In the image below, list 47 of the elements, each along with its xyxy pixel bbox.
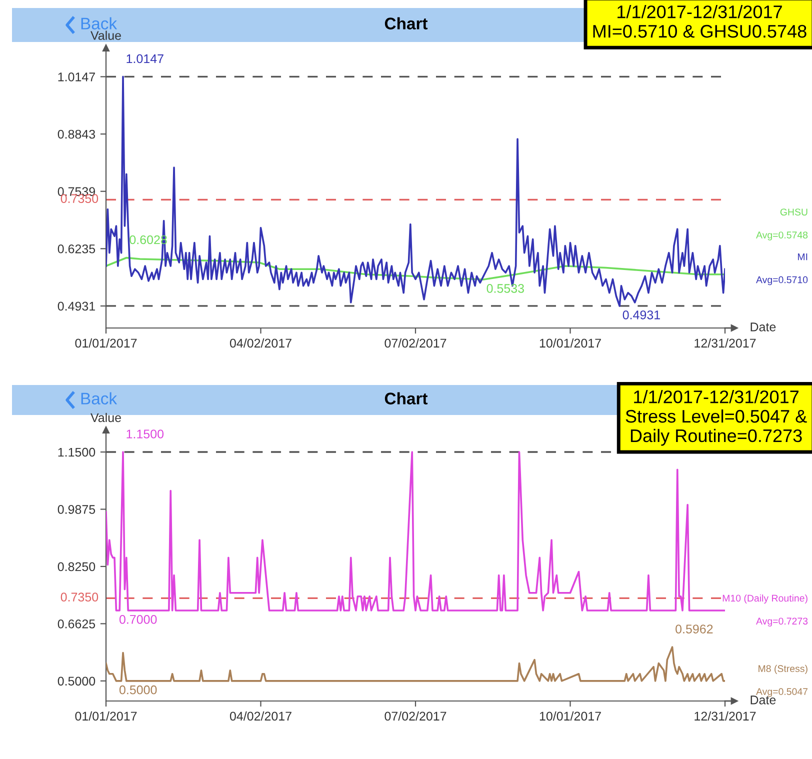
x-tick-label: 07/02/2017 (384, 711, 446, 721)
annotation: 0.5000 (119, 685, 157, 694)
x-tick-label: 04/02/2017 (230, 338, 292, 348)
annotation: 0.5962 (676, 624, 713, 634)
x-tick-label: 07/02/2017 (384, 338, 446, 348)
text: Avg=0.5748 (756, 232, 808, 240)
x-tick-label: 01/01/2017 (75, 338, 137, 348)
x-axis-title: Date (750, 322, 776, 332)
annotation: 1/1/2017-12/31/2017 Stress Level=0.5047 & Daily Routine=0.7273 (626, 390, 807, 446)
text: Avg=0.5710 (756, 276, 808, 286)
y-tick-label: 0.4931 (58, 302, 95, 311)
y-tick-label: 0.8843 (58, 130, 96, 139)
text: M8 (Stress) (758, 664, 808, 674)
text: MI (798, 253, 808, 260)
series-label: M10 (Daily Routine) (722, 594, 808, 604)
x-tick-label: 12/31/2017 (694, 338, 756, 348)
y-tick-label: 0.9875 (58, 505, 96, 514)
annotation: 1.1500 (126, 430, 164, 438)
ref-line-label: 0.7350 (60, 592, 98, 602)
y-tick-label: 0.5000 (58, 676, 96, 686)
text: Back (81, 17, 118, 30)
y-axis-title: Value (90, 30, 121, 40)
x-tick-label: 12/31/2017 (694, 711, 756, 721)
annotation: 0.4931 (622, 310, 660, 320)
y-tick-label: 0.6235 (58, 244, 96, 254)
text: Avg=0.5047 (756, 688, 808, 697)
annotation: 0.5533 (486, 284, 524, 293)
y-axis-title: Value (90, 412, 121, 422)
y-tick-label: 1.1500 (58, 448, 96, 457)
annotation: 0.7000 (119, 614, 157, 624)
text: 1/1/2017-12/31/2017 MI=0.5710 & GHSU0.5748 (593, 5, 806, 38)
y-tick-label: 0.8250 (58, 562, 96, 572)
text: Avg=0.7273 (756, 618, 808, 626)
y-tick-label: 0.6625 (58, 620, 96, 628)
chart-title: Chart (384, 392, 428, 404)
text: GHSU (780, 208, 808, 216)
y-tick-label: 1.0147 (58, 72, 95, 82)
text: Back (81, 392, 118, 404)
ref-line-label: 0.7350 (60, 194, 98, 204)
annotation: 1.0147 (126, 54, 164, 64)
y-tick-label: 0.7539 (58, 187, 95, 196)
x-axis-title: Date (750, 696, 776, 704)
chart-title: Chart (384, 17, 428, 30)
x-tick-label: 10/01/2017 (540, 711, 601, 721)
x-tick-label: 10/01/2017 (540, 338, 601, 348)
x-tick-label: 01/01/2017 (75, 711, 137, 721)
x-tick-label: 04/02/2017 (230, 711, 292, 721)
